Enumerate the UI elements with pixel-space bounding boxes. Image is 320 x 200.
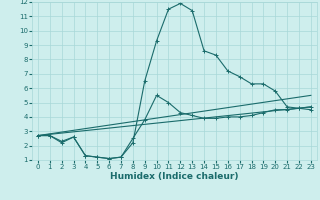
X-axis label: Humidex (Indice chaleur): Humidex (Indice chaleur) bbox=[110, 172, 239, 181]
